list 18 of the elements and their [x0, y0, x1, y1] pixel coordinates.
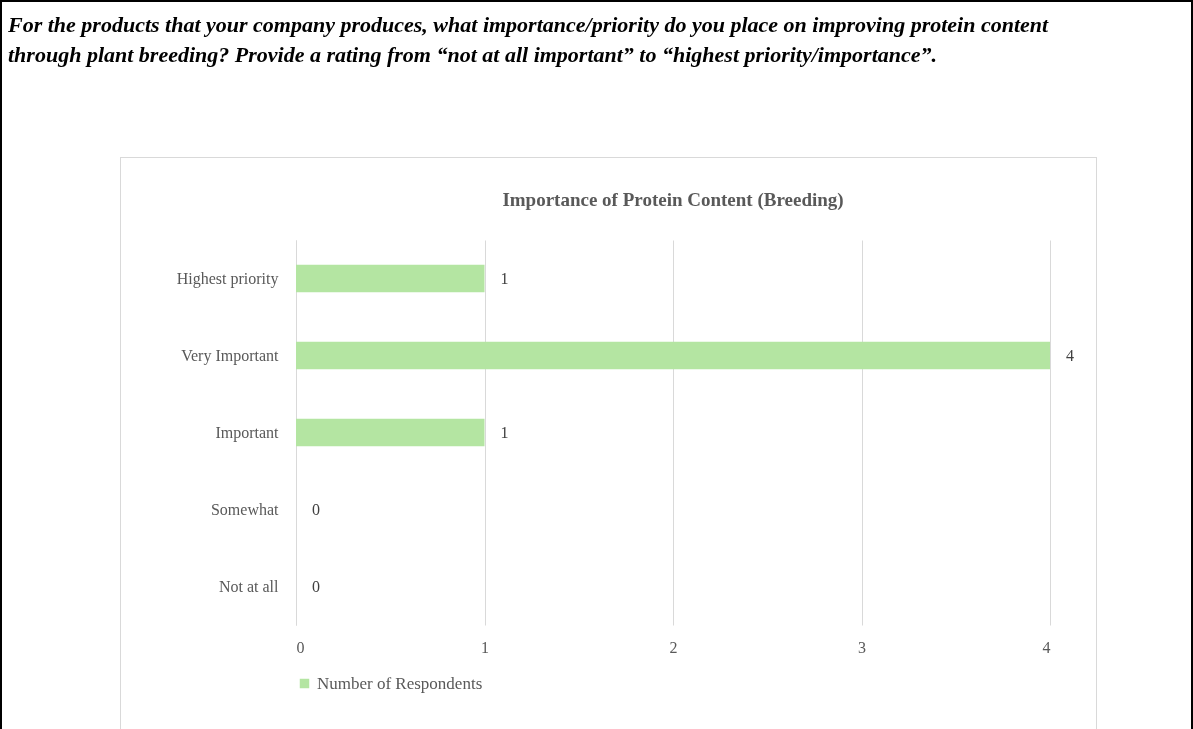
y-tick-label: Very Important: [181, 346, 280, 365]
data-label: 4: [1066, 346, 1074, 364]
data-label: 1: [500, 423, 509, 441]
data-label: 0: [312, 500, 320, 518]
x-tick-label: 0: [296, 638, 305, 656]
x-tick-label: 4: [1042, 638, 1051, 656]
y-tick-label: Somewhat: [210, 500, 280, 518]
x-tick-label: 2: [669, 638, 678, 656]
y-tick-label: Highest priority: [176, 269, 279, 288]
y-tick-label: Not at all: [218, 577, 280, 595]
x-tick-label: 1: [481, 638, 489, 656]
legend-label: Number of Respondents: [317, 673, 483, 693]
data-label: 0: [312, 577, 320, 595]
x-tick-label: 3: [858, 638, 866, 656]
data-label: 1: [500, 269, 509, 287]
y-tick-label: Important: [215, 423, 280, 442]
chart-subtitle: Importance of Protein Content (Breeding): [502, 189, 844, 211]
chart-title: For the products that your company produces, what importance/priority do you place on improving protein content through plant breeding? Provide a rating from “not at all important” to “highest priority/importance”.: [8, 11, 1050, 69]
